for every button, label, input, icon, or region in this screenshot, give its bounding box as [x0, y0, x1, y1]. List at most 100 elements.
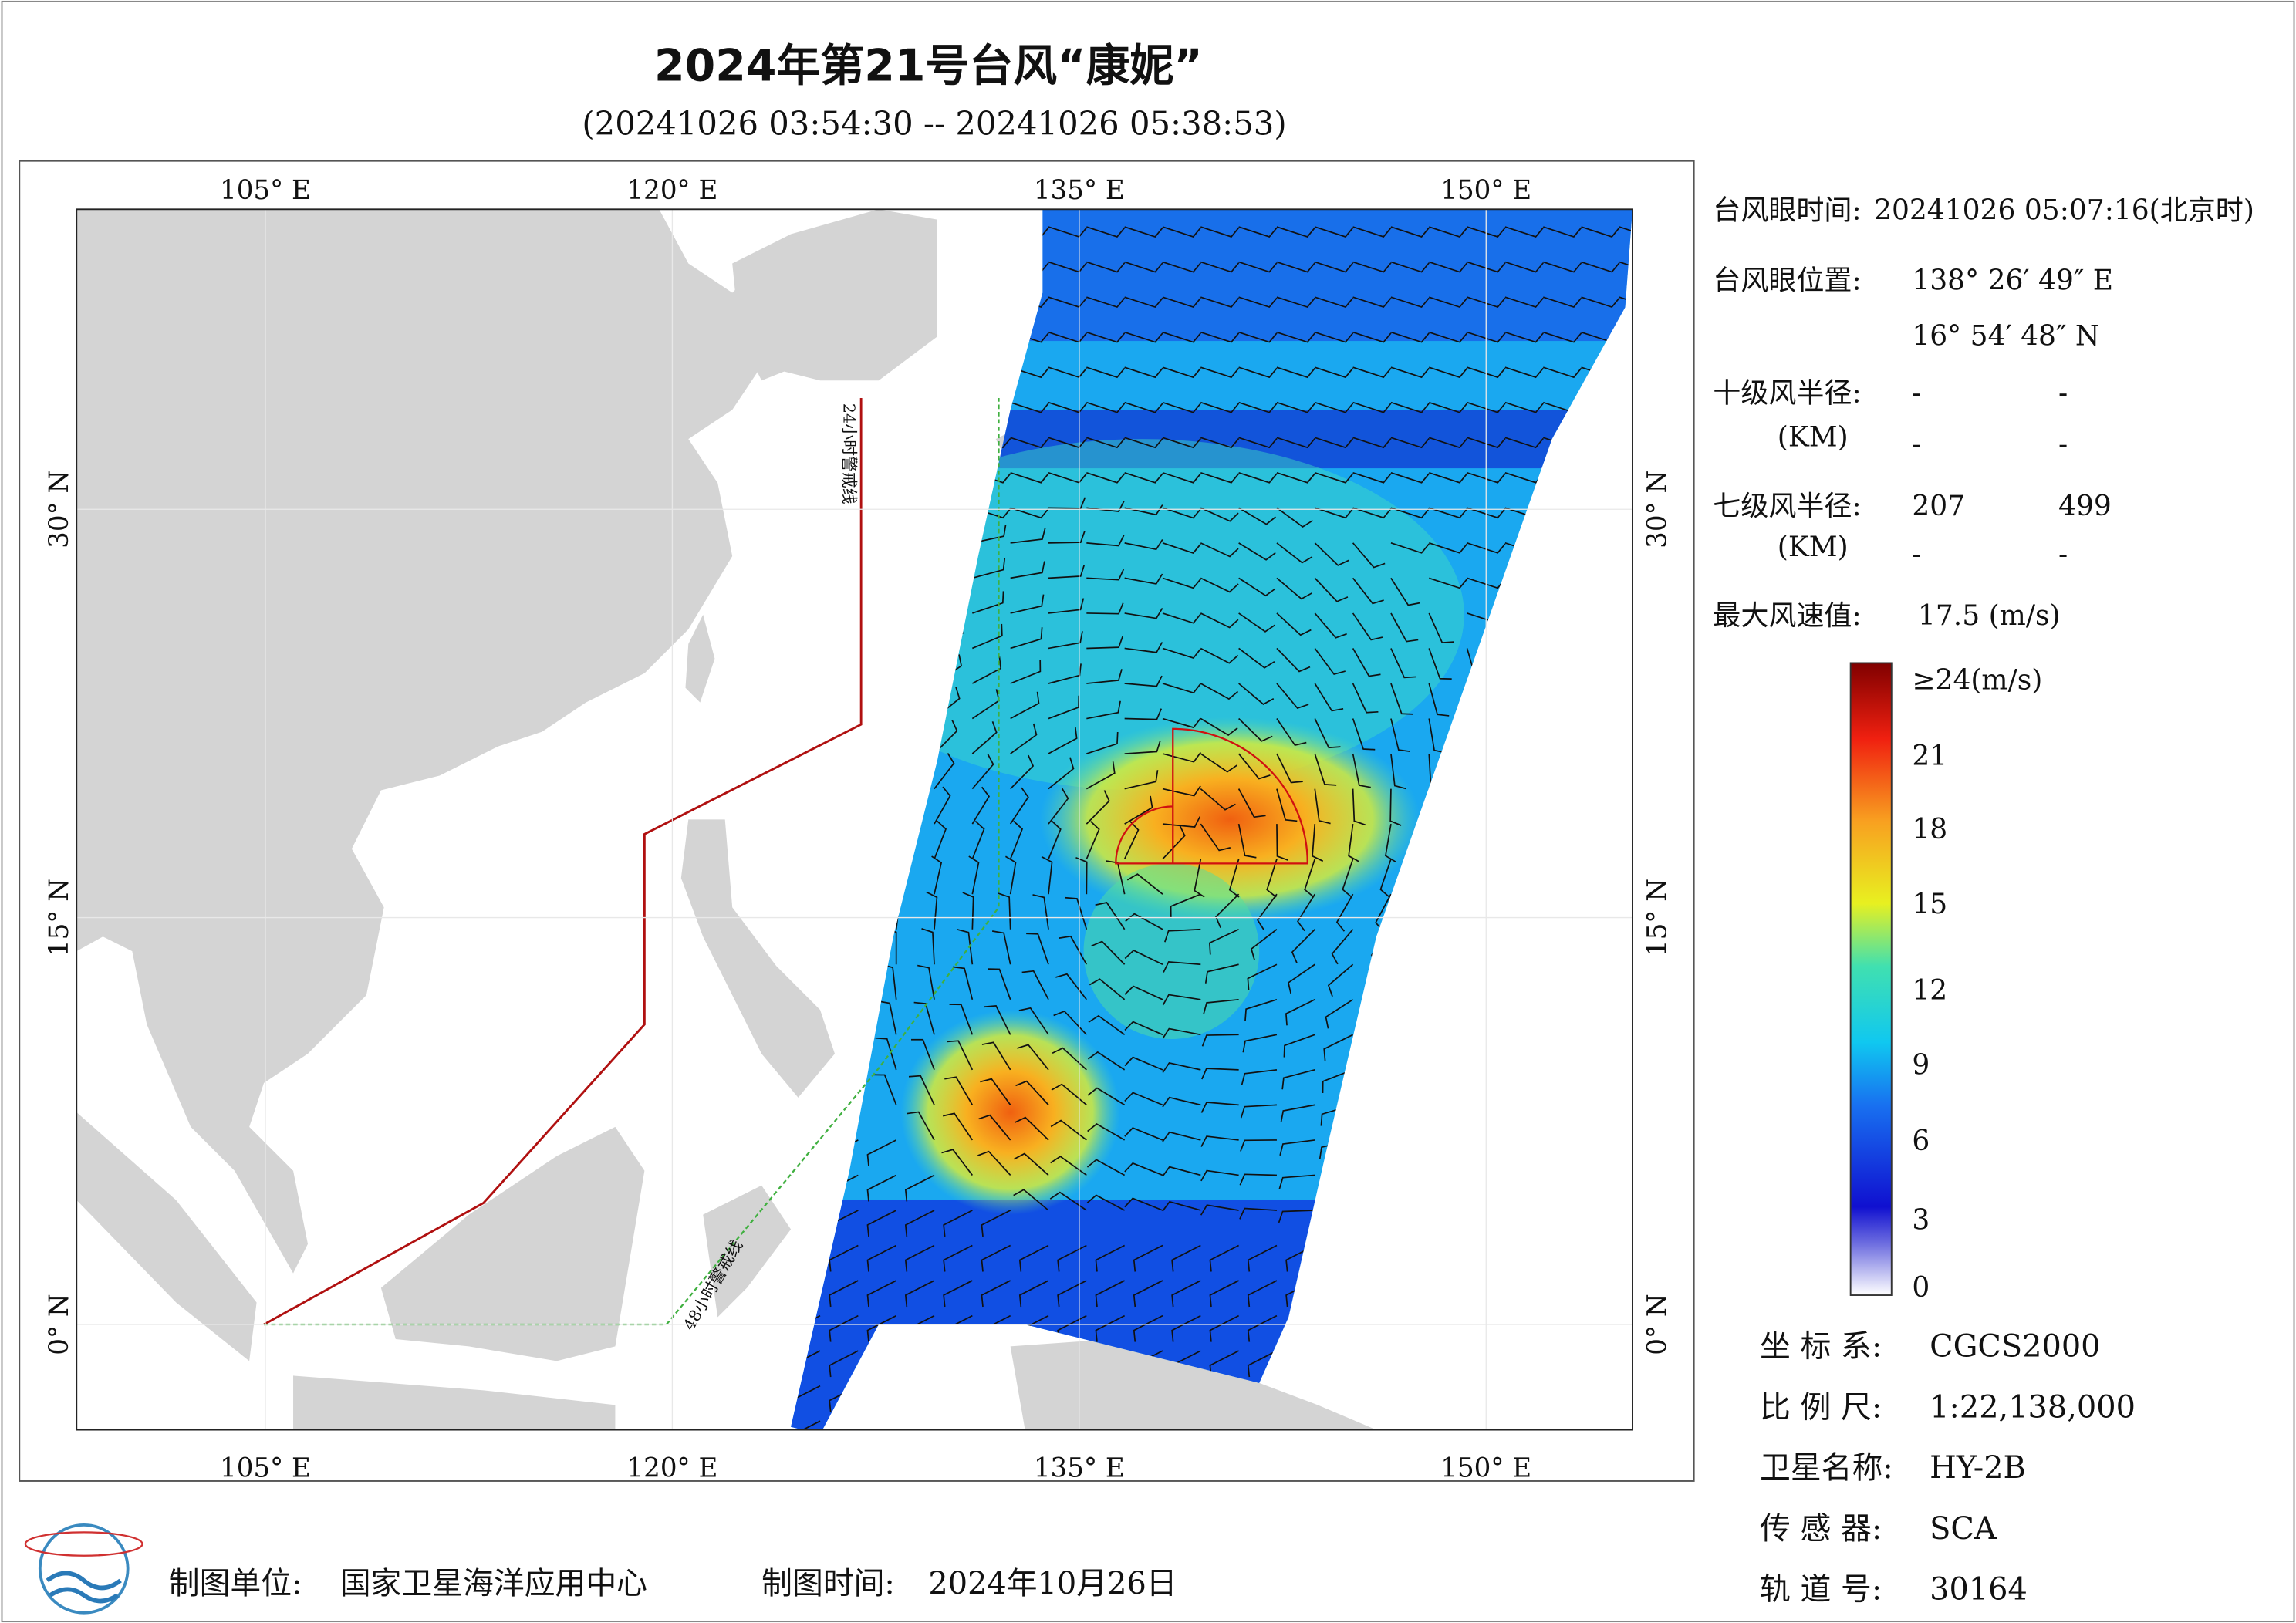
wind-barb — [1051, 1083, 1087, 1106]
wind-barb — [1200, 1102, 1239, 1113]
colorbar-label: 3 — [1912, 1205, 1930, 1237]
wind-barb — [1315, 296, 1354, 309]
wind-barb — [1348, 824, 1359, 862]
wind-barb — [1086, 700, 1121, 720]
radius7-unit: (KM) — [1778, 531, 1849, 563]
wind-barb — [1162, 1027, 1201, 1039]
wind-barb — [1086, 602, 1124, 615]
wind-barb — [981, 1244, 1011, 1272]
colorbar-label: 0 — [1912, 1272, 1930, 1304]
graticule — [76, 209, 1633, 1430]
wind-barb — [1200, 577, 1239, 593]
wind-barb — [1315, 366, 1354, 379]
wind-barb — [1200, 226, 1240, 238]
wind-barb — [1018, 1280, 1049, 1308]
wind-barb — [1200, 1135, 1239, 1147]
wind-barb — [1238, 612, 1275, 633]
wind-barb — [1352, 401, 1392, 413]
wind-barb — [1467, 226, 1506, 238]
wind-barb — [1238, 647, 1275, 669]
wind-barb — [1228, 859, 1240, 898]
wind-barb — [972, 623, 1003, 650]
wind-barb — [866, 1139, 897, 1166]
wind-barb — [1352, 226, 1392, 238]
wind-barb — [1238, 471, 1278, 484]
wind-barb — [1162, 683, 1201, 694]
wind-barb — [1209, 1244, 1240, 1272]
meta-value: SCA — [1930, 1511, 1997, 1547]
wind-barb — [1276, 366, 1315, 379]
wind-barb — [1315, 471, 1354, 484]
wind-barb — [1095, 1244, 1126, 1272]
title: 2024年第21号台风“康妮” — [654, 40, 1203, 91]
wind-barb — [1276, 788, 1298, 822]
wind-barb — [913, 1001, 935, 1035]
wind-barb — [1133, 1244, 1163, 1272]
wind-barb — [1467, 296, 1506, 309]
wind-barb — [977, 1150, 1011, 1176]
wind-barb — [1048, 631, 1083, 650]
wind-barb — [1238, 226, 1278, 238]
wind-barb — [1124, 401, 1163, 413]
wind-barb — [1162, 612, 1201, 624]
wind-barb — [1467, 507, 1506, 519]
wind-barb — [1124, 261, 1163, 273]
wind-barb — [934, 786, 951, 825]
wind-barb — [1276, 471, 1315, 484]
colorbar-label: 21 — [1912, 741, 1947, 772]
wind-barb — [1010, 691, 1040, 720]
wind-barb — [1124, 331, 1163, 343]
wind-barb — [1581, 226, 1620, 238]
colorbar-label: 12 — [1912, 975, 1947, 1007]
wind-barb — [1010, 754, 1035, 790]
wind-barb — [980, 1078, 1011, 1105]
radius10-value: - — [1912, 378, 1921, 410]
wind-barb — [1091, 940, 1126, 965]
wind-barb — [866, 1280, 897, 1308]
wind-barb — [1390, 437, 1430, 449]
wind-barb — [1276, 647, 1311, 673]
wind-barb — [1467, 366, 1506, 379]
wind-barb — [1124, 1021, 1163, 1036]
wind-barb — [1352, 788, 1366, 826]
wind-barb — [1041, 855, 1053, 895]
wind-barb — [952, 966, 974, 1000]
wind-barb — [1247, 1244, 1278, 1272]
wind-barb — [1276, 718, 1307, 747]
wind-barb — [1057, 1280, 1087, 1308]
wind-barb — [1467, 401, 1506, 413]
meta-value: 1:22,138,000 — [1930, 1389, 2136, 1425]
wind-barb — [1086, 1159, 1126, 1176]
wind-barb — [1238, 331, 1278, 343]
wind-barb — [1504, 226, 1544, 238]
wind-barb — [1203, 998, 1239, 1014]
wind-barb — [988, 968, 1011, 1000]
wind-barb — [1170, 893, 1201, 919]
wind-barb — [1325, 999, 1354, 1029]
radius10-value: - — [2058, 429, 2068, 461]
warning-line-48h — [264, 398, 1000, 1326]
wind-barb — [1297, 893, 1316, 932]
wind-barb — [1171, 1314, 1201, 1342]
wind-barb — [1504, 366, 1544, 379]
wind-barb — [1200, 612, 1239, 629]
wind-barb — [1010, 507, 1049, 519]
wind-barb — [1247, 1350, 1278, 1378]
wind-barb — [1124, 1197, 1163, 1211]
wind-barb — [1162, 825, 1186, 860]
wind-barb — [934, 720, 958, 754]
wind-barb — [1352, 296, 1392, 309]
wind-barb — [1238, 261, 1278, 273]
wind-barb — [1342, 859, 1354, 898]
wind-barb — [991, 930, 1011, 965]
wind-barb — [1048, 531, 1086, 544]
warning-line-24h — [263, 398, 863, 1326]
wind-barb — [968, 855, 980, 895]
wind-barb — [1314, 788, 1331, 825]
wind-barb — [947, 1040, 974, 1071]
wind-barb — [1124, 950, 1163, 966]
wind-barb — [908, 1075, 935, 1105]
wind-barb — [1390, 366, 1430, 379]
wind-barb — [1200, 788, 1236, 811]
wind-barb — [1124, 226, 1163, 238]
